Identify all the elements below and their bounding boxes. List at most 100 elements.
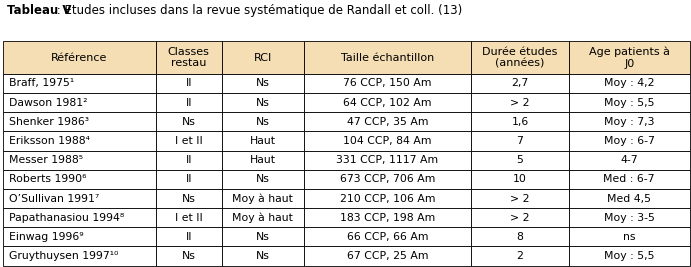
Text: II: II xyxy=(185,98,192,108)
Text: ns: ns xyxy=(623,232,636,242)
Text: Moy : 5,5: Moy : 5,5 xyxy=(604,251,654,261)
Text: I et II: I et II xyxy=(175,136,202,146)
Bar xyxy=(303,170,471,189)
Bar xyxy=(303,189,471,208)
Text: Moy à haut: Moy à haut xyxy=(232,213,293,223)
Bar xyxy=(3,208,155,227)
Text: Moy : 4,2: Moy : 4,2 xyxy=(604,78,654,88)
Bar xyxy=(471,189,569,208)
Bar xyxy=(155,41,222,74)
Bar xyxy=(303,131,471,151)
Text: 47 CCP, 35 Am: 47 CCP, 35 Am xyxy=(347,117,428,127)
Bar xyxy=(222,189,303,208)
Text: Référence: Référence xyxy=(51,53,108,63)
Text: Haut: Haut xyxy=(249,136,276,146)
Bar xyxy=(471,41,569,74)
Bar xyxy=(3,246,155,266)
Text: 183 CCP, 198 Am: 183 CCP, 198 Am xyxy=(340,213,435,223)
Bar xyxy=(569,189,690,208)
Text: Ns: Ns xyxy=(182,194,196,203)
Text: : Etudes incluses dans la revue systématique de Randall et coll. (13): : Etudes incluses dans la revue systémat… xyxy=(53,4,462,17)
Bar xyxy=(222,170,303,189)
Bar xyxy=(569,208,690,227)
Text: 7: 7 xyxy=(517,136,524,146)
Text: 5: 5 xyxy=(517,155,524,165)
Text: O’Sullivan 1991⁷: O’Sullivan 1991⁷ xyxy=(9,194,100,203)
Text: II: II xyxy=(185,155,192,165)
Text: Ns: Ns xyxy=(256,251,269,261)
Text: > 2: > 2 xyxy=(510,194,530,203)
Text: 4-7: 4-7 xyxy=(621,155,638,165)
Text: Classes
restau: Classes restau xyxy=(168,47,209,68)
Bar xyxy=(471,151,569,170)
Bar xyxy=(471,131,569,151)
Text: II: II xyxy=(185,78,192,88)
Text: Ns: Ns xyxy=(256,232,269,242)
Text: Papathanasiou 1994⁸: Papathanasiou 1994⁸ xyxy=(9,213,124,223)
Bar xyxy=(303,112,471,131)
Bar xyxy=(303,93,471,112)
Bar xyxy=(569,227,690,246)
Text: Ns: Ns xyxy=(182,117,196,127)
Text: Ns: Ns xyxy=(256,98,269,108)
Bar xyxy=(3,151,155,170)
Text: I et II: I et II xyxy=(175,213,202,223)
Bar xyxy=(471,93,569,112)
Text: Dawson 1981²: Dawson 1981² xyxy=(9,98,88,108)
Text: 66 CCP, 66 Am: 66 CCP, 66 Am xyxy=(347,232,428,242)
Bar xyxy=(303,208,471,227)
Text: Ns: Ns xyxy=(256,174,269,184)
Text: Einwag 1996⁹: Einwag 1996⁹ xyxy=(9,232,84,242)
Bar xyxy=(471,246,569,266)
Text: 76 CCP, 150 Am: 76 CCP, 150 Am xyxy=(343,78,432,88)
Text: Age patients à
J0: Age patients à J0 xyxy=(589,47,670,69)
Bar xyxy=(3,227,155,246)
Text: 2,7: 2,7 xyxy=(511,78,529,88)
Text: II: II xyxy=(185,174,192,184)
Text: Shenker 1986³: Shenker 1986³ xyxy=(9,117,89,127)
Text: Braff, 1975¹: Braff, 1975¹ xyxy=(9,78,74,88)
Text: > 2: > 2 xyxy=(510,213,530,223)
Text: Moy à haut: Moy à haut xyxy=(232,193,293,204)
Bar xyxy=(471,208,569,227)
Text: > 2: > 2 xyxy=(510,98,530,108)
Bar xyxy=(155,93,222,112)
Text: Med : 6-7: Med : 6-7 xyxy=(603,174,655,184)
Text: Ns: Ns xyxy=(256,117,269,127)
Bar xyxy=(569,112,690,131)
Bar xyxy=(569,170,690,189)
Text: Durée études
(années): Durée études (années) xyxy=(482,47,558,68)
Text: RCI: RCI xyxy=(254,53,272,63)
Text: 10: 10 xyxy=(513,174,527,184)
Bar xyxy=(303,246,471,266)
Bar xyxy=(155,112,222,131)
Bar xyxy=(222,93,303,112)
Bar xyxy=(3,41,155,74)
Bar xyxy=(155,131,222,151)
Bar xyxy=(155,74,222,93)
Bar xyxy=(569,93,690,112)
Text: Moy : 3-5: Moy : 3-5 xyxy=(604,213,654,223)
Bar xyxy=(155,208,222,227)
Bar xyxy=(222,41,303,74)
Text: 2: 2 xyxy=(517,251,524,261)
Bar xyxy=(155,227,222,246)
Bar xyxy=(471,227,569,246)
Bar xyxy=(471,170,569,189)
Bar xyxy=(3,189,155,208)
Text: Moy : 7,3: Moy : 7,3 xyxy=(604,117,654,127)
Text: 210 CCP, 106 Am: 210 CCP, 106 Am xyxy=(340,194,435,203)
Text: Ns: Ns xyxy=(256,78,269,88)
Text: Taille échantillon: Taille échantillon xyxy=(341,53,434,63)
Text: 331 CCP, 1117 Am: 331 CCP, 1117 Am xyxy=(337,155,439,165)
Bar xyxy=(3,112,155,131)
Bar xyxy=(155,151,222,170)
Text: Gruythuysen 1997¹⁰: Gruythuysen 1997¹⁰ xyxy=(9,251,118,261)
Bar xyxy=(3,131,155,151)
Bar xyxy=(3,93,155,112)
Bar xyxy=(222,74,303,93)
Bar xyxy=(303,151,471,170)
Bar xyxy=(303,74,471,93)
Text: Roberts 1990⁶: Roberts 1990⁶ xyxy=(9,174,86,184)
Bar xyxy=(222,151,303,170)
